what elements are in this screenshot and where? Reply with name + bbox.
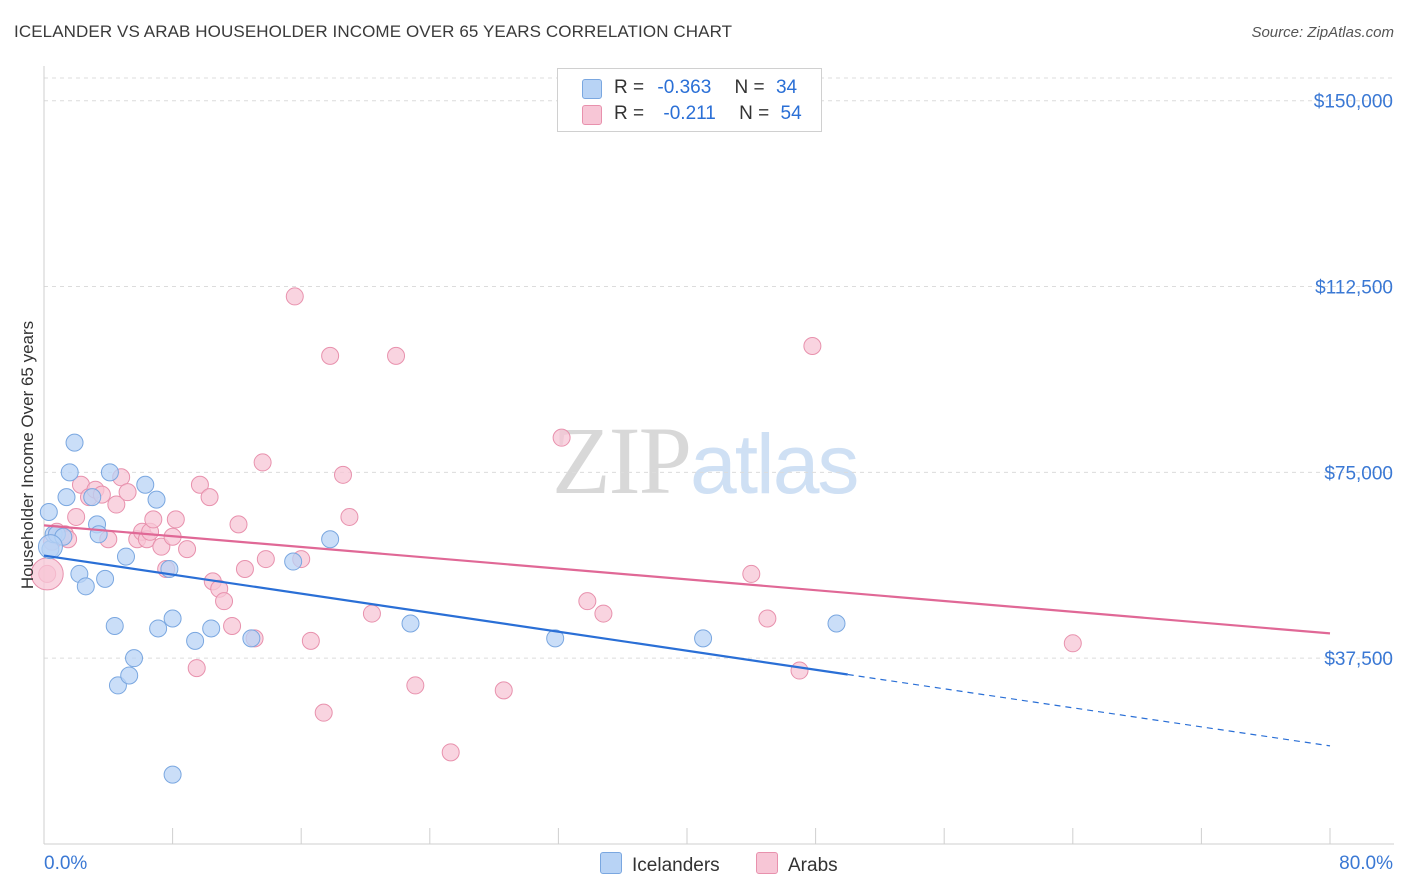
icelanders-trend-extension [847, 673, 1331, 747]
icelander-point [147, 490, 166, 509]
icelander-point [202, 619, 221, 638]
watermark-atlas: atlas [690, 417, 859, 511]
watermark-zip: ZIP [552, 407, 692, 514]
arab-point [441, 743, 460, 762]
arab-point [152, 537, 171, 556]
icelander-point [96, 569, 115, 588]
arab-point [215, 592, 234, 611]
icelander-point [100, 463, 119, 482]
icelander-point [76, 577, 95, 596]
arabs-legend-swatch [756, 852, 778, 874]
icelander-point [120, 666, 139, 685]
arab-point [406, 676, 425, 695]
arab-point [594, 604, 613, 623]
arab-point [107, 495, 126, 514]
icelander-point [125, 649, 144, 668]
icelander-point [60, 463, 79, 482]
arab-point [387, 346, 406, 365]
arab-point [178, 540, 197, 559]
arab-point [803, 336, 822, 355]
icelander-point [39, 502, 58, 521]
n-value: 54 [780, 103, 802, 124]
arab-point [229, 515, 248, 534]
icelander-point [149, 619, 168, 638]
icelander-point [401, 614, 420, 633]
icelander-point [57, 488, 76, 507]
legend-icelanders: Icelanders [600, 852, 720, 877]
arab-point [235, 559, 254, 578]
r-value: -0.363 [657, 77, 712, 98]
icelander-point [105, 616, 124, 635]
n-label: N = [739, 103, 770, 124]
n-label: N = [734, 77, 765, 98]
stats-legend: R = -0.363 N = 34 R = -0.211 N = 54 [557, 68, 822, 132]
arab-point [301, 631, 320, 650]
icelander-point [108, 676, 127, 695]
arab-point [362, 604, 381, 623]
icelander-point [116, 547, 135, 566]
r-label: R = [614, 103, 645, 124]
icelanders-legend-swatch [600, 852, 622, 874]
arab-point [494, 681, 513, 700]
arab-point [552, 428, 571, 447]
source-label: Source: ZipAtlas.com [1251, 24, 1394, 41]
legend-arabs-label: Arabs [788, 855, 838, 876]
arab-point [578, 592, 597, 611]
icelander-point [136, 475, 155, 494]
x-tick-label: 0.0% [44, 853, 87, 874]
arab-point [187, 659, 206, 678]
watermark: ZIPatlas [552, 405, 859, 516]
icelander-point [242, 629, 261, 648]
arab-point [118, 483, 137, 502]
arab-point [742, 564, 761, 583]
arab-point [758, 609, 777, 628]
icelander-point [89, 525, 108, 544]
icelanders-swatch [582, 79, 602, 99]
x-tick-label: 80.0% [1339, 853, 1393, 874]
legend-arabs: Arabs [756, 852, 838, 877]
r-label: R = [614, 77, 645, 98]
arab-point [314, 703, 333, 722]
arab-point [340, 507, 359, 526]
arab-point [1063, 634, 1082, 653]
icelander-point [83, 488, 102, 507]
arab-point [190, 475, 209, 494]
icelander-point-cluster [37, 534, 63, 560]
icelander-point [163, 765, 182, 784]
arab-point [321, 346, 340, 365]
arab-point [253, 453, 272, 472]
n-value: 34 [775, 77, 798, 98]
icelander-point [694, 629, 713, 648]
icelander-point [546, 629, 565, 648]
arab-point [200, 488, 219, 507]
y-tick-label: $112,500 [1315, 278, 1393, 299]
y-tick-label: $150,000 [1314, 92, 1393, 113]
icelander-point [284, 552, 303, 571]
arabs-swatch [582, 105, 602, 125]
arab-point [285, 287, 304, 306]
arab-point [790, 661, 809, 680]
y-tick-label: $75,000 [1324, 463, 1393, 484]
y-axis-label: Householder Income Over 65 years [18, 320, 37, 590]
icelander-point [65, 433, 84, 452]
icelander-point [827, 614, 846, 633]
icelander-point [186, 631, 205, 650]
r-value: -0.211 [663, 103, 716, 124]
arabs-trend-line [43, 524, 1331, 635]
arab-point [144, 510, 163, 529]
icelander-point [163, 609, 182, 628]
icelanders-trend-line [43, 554, 848, 676]
arab-point [166, 510, 185, 529]
legend-icelanders-label: Icelanders [632, 855, 720, 876]
icelander-point [321, 530, 340, 549]
arab-point [256, 550, 275, 569]
chart-title: ICELANDER VS ARAB HOUSEHOLDER INCOME OVE… [14, 22, 733, 41]
arab-point [223, 616, 242, 635]
arab-point [333, 465, 352, 484]
y-tick-label: $37,500 [1324, 649, 1393, 670]
arab-point [67, 507, 86, 526]
